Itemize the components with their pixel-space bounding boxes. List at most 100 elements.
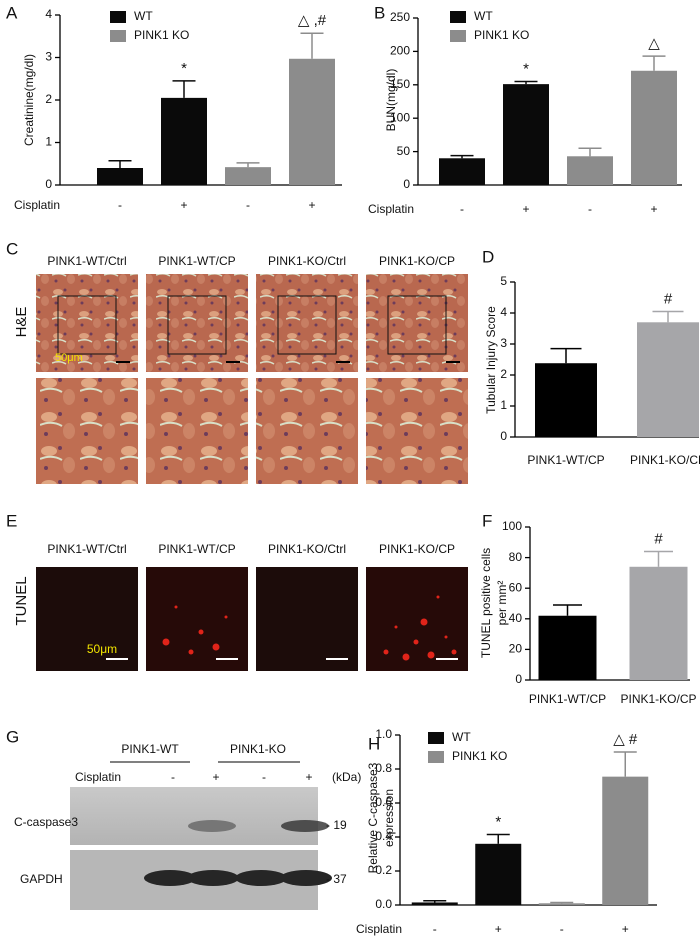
column-label: PINK1-WT/CP — [158, 542, 235, 556]
significance-mark: * — [495, 813, 501, 830]
y-tick-label: 0 — [45, 177, 52, 191]
micrograph-zoom — [146, 378, 248, 484]
y-tick-label: 3 — [500, 336, 507, 350]
y-tick-label: 20 — [509, 642, 523, 656]
error-bar — [450, 154, 474, 159]
error-bar — [514, 80, 538, 85]
x-tick-label: - — [560, 922, 564, 936]
tunel-spot — [224, 615, 228, 619]
y-tick-label: 0 — [500, 429, 507, 443]
bar — [503, 84, 549, 185]
significance-mark: △ # — [613, 731, 638, 748]
y-axis-label: Tubular Injury Score — [484, 306, 498, 414]
y-axis-label: Creatinine(mg/dl) — [22, 54, 36, 146]
band-label: C-caspase3 — [14, 815, 78, 829]
tunel-spot — [174, 605, 178, 609]
y-tick-label: 100 — [390, 110, 410, 124]
micrograph — [256, 567, 358, 671]
panel-letter: H — [368, 734, 380, 753]
legend-swatch — [450, 30, 466, 42]
y-tick-label: 150 — [390, 77, 410, 91]
error-bar — [642, 55, 666, 71]
error-bar — [652, 310, 684, 323]
x-tick-label: PINK1-KO/CP — [620, 692, 696, 706]
y-tick-label: 0.8 — [375, 761, 392, 775]
significance-mark: △ ,# — [298, 12, 327, 29]
column-label: PINK1-KO/CP — [379, 542, 455, 556]
y-tick-label: 0.2 — [375, 863, 392, 877]
legend-label: PINK1 KO — [474, 28, 529, 42]
y-tick-label: 60 — [509, 580, 523, 594]
significance-mark: # — [664, 290, 673, 307]
legend-swatch — [428, 751, 444, 763]
tunel-spot — [413, 639, 419, 645]
legend-label: PINK1 KO — [134, 28, 189, 42]
bar — [538, 903, 585, 905]
column-label: PINK1-KO/Ctrl — [268, 542, 346, 556]
y-tick-label: 0.0 — [375, 897, 392, 911]
micrograph — [256, 274, 358, 372]
x-tick-label: - — [118, 198, 122, 212]
tunel-spot — [420, 618, 428, 626]
micrograph — [36, 274, 138, 372]
legend-swatch — [110, 11, 126, 23]
y-tick-label: 100 — [502, 519, 522, 533]
band — [187, 870, 239, 886]
tunel-spot — [383, 649, 389, 655]
x-tick-label: + — [495, 922, 502, 936]
tunel-spot — [427, 651, 435, 659]
error-bar — [172, 80, 196, 98]
legend-label: WT — [452, 730, 471, 744]
bar — [631, 70, 677, 185]
panel-letter: A — [6, 3, 18, 22]
bar — [411, 902, 458, 905]
x-tick-label: PINK1-WT/CP — [527, 453, 604, 467]
band — [188, 820, 236, 832]
unit-label: (kDa) — [332, 770, 361, 784]
zoom-box — [277, 295, 337, 355]
bar — [637, 322, 699, 437]
x-tick-label: PINK1-KO/CP — [630, 453, 700, 467]
bar — [289, 58, 335, 185]
x-tick-label: - — [433, 922, 437, 936]
tunel-spot — [451, 649, 457, 655]
tunel-spot — [162, 638, 170, 646]
micrograph-zoom — [256, 378, 358, 484]
error-bar — [578, 147, 602, 157]
bar — [225, 167, 271, 185]
band — [144, 870, 196, 886]
tunel-spot — [394, 625, 398, 629]
y-tick-label: 4 — [500, 305, 507, 319]
significance-mark: * — [523, 60, 529, 77]
error-bar — [550, 347, 582, 364]
lane-label: - — [171, 770, 175, 784]
stain-label: H&E — [13, 307, 30, 338]
y-tick-label: 200 — [390, 44, 410, 58]
y-axis-label: Relative C-caspase3 — [366, 762, 380, 873]
significance-mark: △ — [648, 35, 660, 52]
y-tick-label: 0 — [403, 177, 410, 191]
scale-bar-label: 50μm — [55, 352, 83, 364]
y-tick-label: 40 — [509, 611, 523, 625]
y-axis-label: per mm² — [495, 581, 509, 626]
lane-label: + — [212, 770, 219, 784]
kda-label: - 37 — [326, 872, 347, 886]
y-tick-label: 4 — [45, 7, 52, 21]
zoom-box — [387, 295, 447, 355]
x-tick-label: + — [622, 922, 629, 936]
error-bar — [550, 901, 574, 904]
error-bar — [644, 550, 673, 567]
column-label: PINK1-WT/CP — [158, 254, 235, 268]
x-tick-label: PINK1-WT/CP — [529, 692, 606, 706]
band — [281, 820, 329, 832]
y-tick-label: 1 — [45, 135, 52, 149]
lane-label: - — [262, 770, 266, 784]
y-tick-label: 5 — [500, 274, 507, 288]
bar — [439, 158, 485, 185]
x-row-label: Cisplatin — [14, 198, 60, 212]
x-row-label: Cisplatin — [356, 922, 402, 936]
micrograph-zoom — [36, 378, 138, 484]
tunel-spot — [212, 643, 220, 651]
y-tick-label: 2 — [500, 367, 507, 381]
panel-letter: E — [6, 511, 17, 530]
